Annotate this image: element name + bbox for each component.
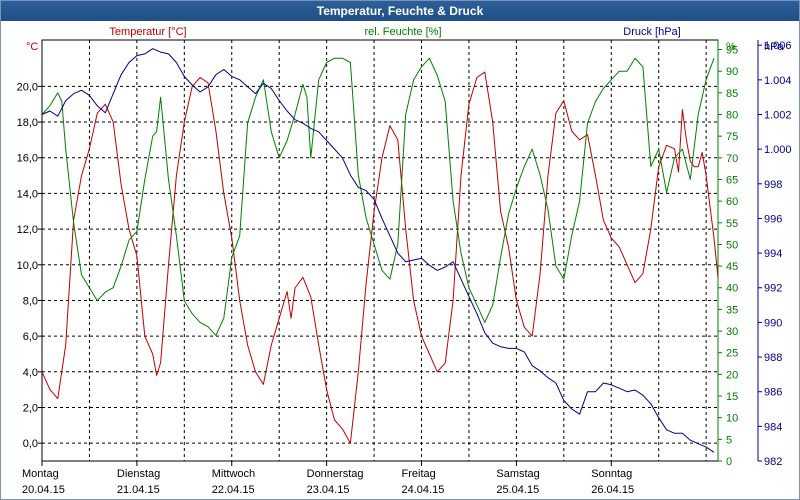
pressure-tick-label: 998 [764, 179, 782, 191]
series-layer [41, 48, 719, 453]
humidity-tick-label: 55 [726, 218, 738, 230]
pressure-tick-label: 994 [764, 248, 782, 260]
x-tick-label-date: 24.04.15 [402, 484, 445, 496]
x-tick-label-day: Donnerstag [307, 468, 364, 480]
pressure-tick-label: 996 [764, 213, 782, 225]
pressure-tick-label: 982 [764, 456, 782, 468]
x-tick-label-day: Montag [22, 468, 59, 480]
temperature-unit-label: °C [26, 41, 38, 53]
pressure-unit-label: hPa [764, 41, 784, 53]
chart-title: Temperatur, Feuchte & Druck [316, 4, 484, 18]
x-tick-label-date: 20.04.15 [22, 484, 65, 496]
humidity-tick-label: 35 [726, 304, 738, 316]
humidity-tick-label: 5 [726, 434, 732, 446]
humidity-series-line [41, 57, 715, 336]
humidity-tick-label: 40 [726, 283, 738, 295]
x-tick-label-date: 25.04.15 [496, 484, 539, 496]
pressure-tick-label: 1.002 [764, 109, 792, 121]
x-tick-label-day: Freitag [402, 468, 436, 480]
humidity-tick-label: 75 [726, 131, 738, 143]
temperature-tick-label: 14,0 [17, 188, 38, 200]
x-tick-label-date: 23.04.15 [307, 484, 350, 496]
temperature-tick-label: 20,0 [17, 81, 38, 93]
pressure-tick-label: 984 [764, 421, 782, 433]
humidity-tick-label: 0 [726, 456, 732, 468]
plot-area-border [41, 39, 719, 462]
title-bar: Temperatur, Feuchte & Druck [1, 1, 799, 21]
humidity-tick-label: 45 [726, 261, 738, 273]
temperature-legend-label: Temperatur [°C] [109, 26, 186, 38]
temperature-tick-label: 10,0 [17, 260, 38, 272]
pressure-tick-label: 1.000 [764, 144, 792, 156]
pressure-tick-label: 1.004 [764, 75, 792, 87]
temperature-tick-label: 18,0 [17, 117, 38, 129]
temperature-tick-label: 0,0 [23, 438, 38, 450]
humidity-tick-label: 25 [726, 348, 738, 360]
humidity-tick-label: 10 [726, 413, 738, 425]
humidity-legend-label: rel. Feuchte [%] [364, 26, 441, 38]
humidity-tick-label: 60 [726, 196, 738, 208]
temperature-series-line [41, 71, 719, 444]
temperature-tick-label: 6,0 [23, 331, 38, 343]
humidity-tick-label: 85 [726, 88, 738, 100]
temperature-tick-label: 8,0 [23, 295, 38, 307]
temperature-tick-label: 2,0 [23, 402, 38, 414]
pressure-tick-label: 988 [764, 352, 782, 364]
x-tick-label-date: 21.04.15 [117, 484, 160, 496]
pressure-tick-label: 992 [764, 283, 782, 295]
pressure-tick-label: 1.006 [764, 40, 792, 52]
pressure-legend-label: Druck [hPa] [623, 26, 680, 38]
x-tick-label-day: Mittwoch [212, 468, 255, 480]
x-tick-label-day: Samstag [496, 468, 539, 480]
humidity-tick-label: 50 [726, 239, 738, 251]
humidity-tick-label: 15 [726, 391, 738, 403]
axis-layer: 0,0 2,0 4,0 6,0 8,0 10,0 12,0 14,0 16,0 18,0 20,0 M… [17, 40, 792, 496]
pressure-tick-label: 986 [764, 387, 782, 399]
humidity-tick-label: 80 [726, 109, 738, 121]
temperature-tick-label: 16,0 [17, 153, 38, 165]
x-tick-label-date: 26.04.15 [591, 484, 634, 496]
temperature-tick-label: 4,0 [23, 367, 38, 379]
x-tick-label-day: Sonntag [591, 468, 632, 480]
temperature-tick-label: 12,0 [17, 224, 38, 236]
humidity-tick-label: 20 [726, 369, 738, 381]
humidity-tick-label: 95 [726, 45, 738, 57]
label-layer: °C% hPa Temperatur [°C] rel. Feuchte [%] Dru… [26, 26, 784, 53]
x-tick-label-day: Dienstag [117, 468, 160, 480]
humidity-tick-label: 70 [726, 153, 738, 165]
humidity-unit-label: % [726, 41, 736, 53]
humidity-tick-label: 30 [726, 326, 738, 338]
humidity-tick-label: 90 [726, 66, 738, 78]
pressure-tick-label: 990 [764, 317, 782, 329]
grid-layer [41, 39, 719, 462]
humidity-tick-label: 65 [726, 174, 738, 186]
x-tick-label-date: 22.04.15 [212, 484, 255, 496]
pressure-series-line [41, 48, 715, 453]
